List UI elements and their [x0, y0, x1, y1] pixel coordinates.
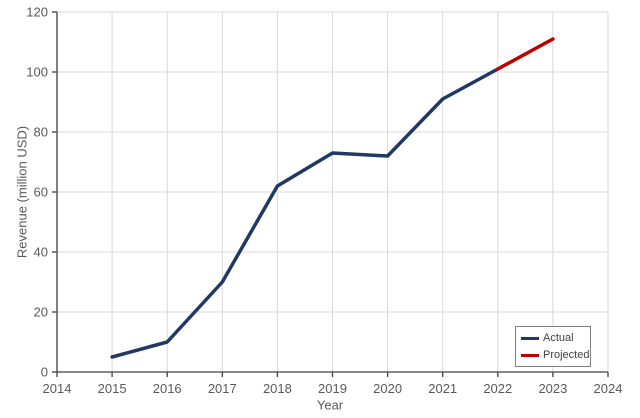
x-tick-label: 2015	[98, 381, 127, 396]
series-line-projected	[496, 37, 555, 71]
x-tick-label: 2021	[428, 381, 457, 396]
legend-item-actual: Actual	[521, 332, 585, 344]
actual-series-swatch	[521, 336, 539, 340]
projected-series-swatch	[521, 353, 539, 357]
x-tick-label: 2014	[43, 381, 72, 396]
x-tick-label: 2016	[153, 381, 182, 396]
legend-label-projected: Projected	[543, 349, 590, 362]
x-axis-title: Year	[316, 397, 344, 413]
y-tick-label: 60	[34, 185, 48, 200]
x-tick-label: 2022	[483, 381, 512, 396]
y-tick-label: 0	[41, 365, 48, 380]
legend-label-actual: Actual	[543, 332, 574, 344]
x-tick-label: 2024	[594, 381, 623, 396]
y-axis-title: Revenue (million USD)	[14, 125, 30, 259]
y-tick-label: 40	[34, 245, 48, 260]
x-tick-label: 2023	[538, 381, 567, 396]
x-tick-label: 2019	[318, 381, 347, 396]
x-tick-label: 2020	[373, 381, 402, 396]
y-tick-label: 20	[34, 305, 48, 320]
x-tick-label: 2018	[263, 381, 292, 396]
x-tick-label: 2017	[208, 381, 237, 396]
legend: Actual Projected	[515, 326, 591, 368]
y-tick-label: 80	[34, 125, 48, 140]
y-tick-label: 120	[26, 5, 48, 20]
series-line-actual	[110, 67, 500, 359]
legend-item-projected: Projected	[521, 349, 589, 361]
y-tick-label: 100	[26, 65, 48, 80]
